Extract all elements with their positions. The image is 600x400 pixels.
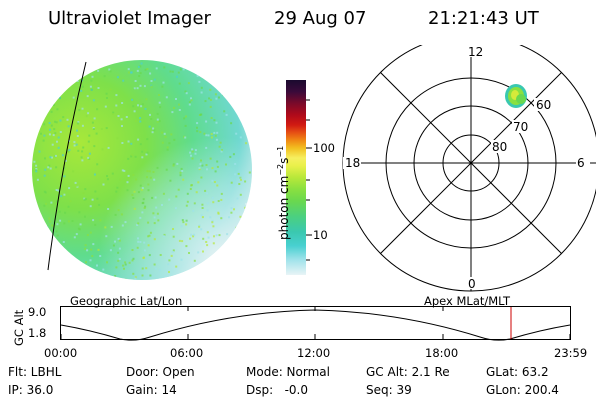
lat-label-70: 70 [513, 120, 528, 134]
units-photon: photon cm [277, 175, 291, 240]
terminator-line [47, 61, 87, 271]
timeline-frame [60, 306, 571, 340]
status-ip: IP: 36.0 [8, 383, 54, 397]
units-exp1: −2 [276, 163, 285, 176]
mlt-label-12: 12 [468, 45, 483, 59]
units-exp2: −1 [276, 145, 285, 158]
colorbar-tick-10: 10 [313, 228, 328, 242]
color-bar [286, 80, 306, 275]
altitude-curve [60, 309, 571, 341]
polar-plot: 12 6 0 18 60 70 80 [342, 45, 596, 292]
status-gain: Gain: 14 [126, 383, 177, 397]
time-tick-2: 12:00 [297, 346, 331, 360]
timeline-ticks [60, 307, 571, 339]
color-bar-ticks [306, 99, 312, 261]
mlt-label-0: 0 [468, 277, 476, 291]
timeline-y-axis-label: GC Alt [12, 309, 26, 346]
status-flt: Flt: LBHL [8, 365, 62, 379]
date-label: 29 Aug 07 [274, 8, 367, 29]
timeline-title-right: Apex MLat/MLT [424, 294, 511, 308]
status-dsp: Dsp: -0.0 [246, 383, 309, 397]
time-tick-0: 00:00 [44, 346, 78, 360]
status-door: Door: Open [126, 365, 195, 379]
status-mode: Mode: Normal [246, 365, 330, 379]
polar-grid [342, 45, 596, 292]
uv-image-disk [32, 60, 252, 280]
units-s: s [277, 157, 291, 164]
auroral-spot [505, 84, 527, 108]
timeline-y-min: 1.8 [28, 326, 47, 340]
mlt-label-6: 6 [577, 156, 585, 170]
lat-label-60: 60 [536, 98, 551, 112]
colorbar-units-label: photon cm−2s−1 [276, 146, 291, 240]
status-glat: GLat: 63.2 [486, 365, 549, 379]
status-gc-alt: GC Alt: 2.1 Re [366, 365, 450, 379]
time-tick-1: 06:00 [170, 346, 204, 360]
status-glon: GLon: 200.4 [486, 383, 559, 397]
timeline-title-left: Geographic Lat/Lon [70, 294, 183, 308]
lat-label-80: 80 [492, 140, 507, 154]
timeline-y-max: 9.0 [28, 305, 47, 319]
disk-limb-fade [32, 60, 252, 280]
time-label: 21:21:43 UT [428, 8, 539, 29]
time-tick-4: 23:59 [554, 346, 588, 360]
colorbar-tick-100: 100 [313, 141, 335, 155]
instrument-title: Ultraviolet Imager [48, 8, 211, 29]
time-tick-3: 18:00 [425, 346, 459, 360]
timeline-plot [60, 306, 571, 341]
mlt-label-18: 18 [345, 156, 360, 170]
status-seq: Seq: 39 [366, 383, 412, 397]
